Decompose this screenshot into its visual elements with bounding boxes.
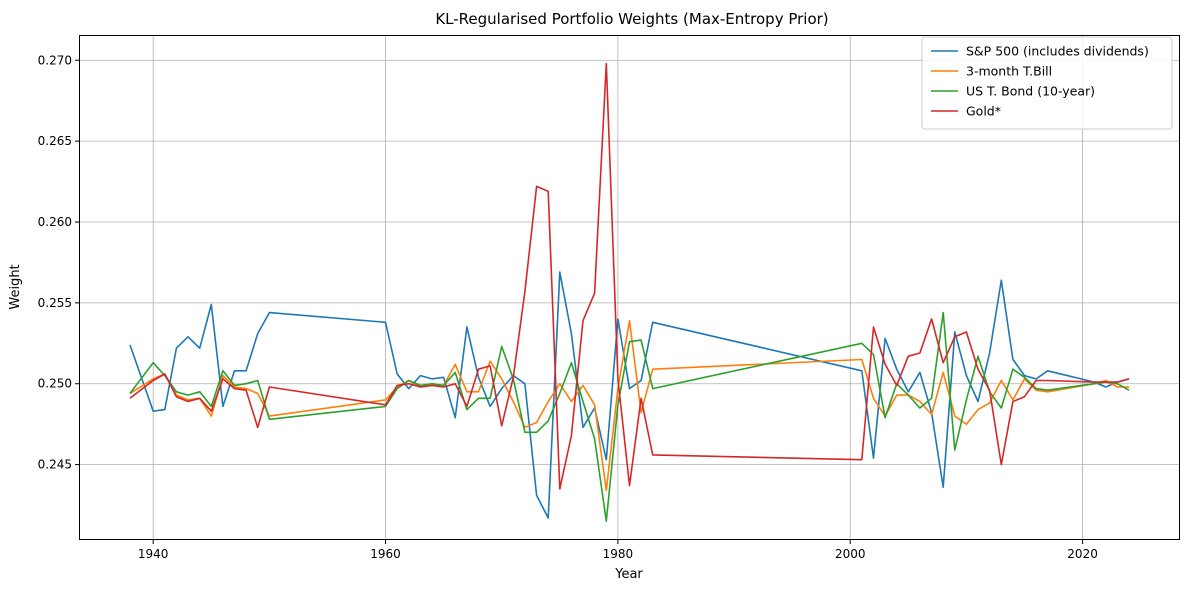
y-axis-ticks: 0.245 0.250 0.255 0.260 0.265 0.270: [38, 53, 80, 472]
series-line-3-month-t-bill: [129, 319, 1129, 492]
series-line-s-p-500-includes-dividends: [129, 271, 1130, 519]
y-tick-label: 0.250: [38, 377, 72, 391]
x-axis-ticks: 1940 1960 1980 2000 2020: [138, 539, 1098, 561]
x-tick-label: 1940: [138, 547, 169, 561]
legend-label: Gold*: [966, 104, 1001, 119]
y-tick-label: 0.260: [38, 215, 72, 229]
chart-title: KL-Regularised Portfolio Weights (Max-En…: [435, 10, 828, 28]
x-axis-label: Year: [614, 567, 643, 582]
series-lines: [129, 62, 1130, 523]
x-tick-label: 2020: [1067, 547, 1098, 561]
chart-legend: S&P 500 (includes dividends) 3-month T.Bi…: [921, 36, 1173, 130]
axes-frame: [79, 35, 1180, 540]
legend-label: S&P 500 (includes dividends): [966, 44, 1149, 59]
y-tick-label: 0.270: [38, 53, 72, 67]
y-tick-label: 0.255: [38, 296, 72, 310]
legend-label: 3-month T.Bill: [966, 64, 1052, 79]
y-tick-label: 0.245: [38, 458, 72, 472]
series-line-us-t-bond-10-year: [129, 311, 1130, 523]
y-tick-label: 0.265: [38, 134, 72, 148]
legend-box: [921, 36, 1173, 130]
x-tick-label: 1960: [370, 547, 401, 561]
legend-label: US T. Bond (10-year): [966, 84, 1095, 99]
y-axis-label: Weight: [8, 264, 23, 309]
x-tick-label: 2000: [835, 547, 866, 561]
series-line-gold: [129, 62, 1130, 490]
x-tick-label: 1980: [603, 547, 634, 561]
